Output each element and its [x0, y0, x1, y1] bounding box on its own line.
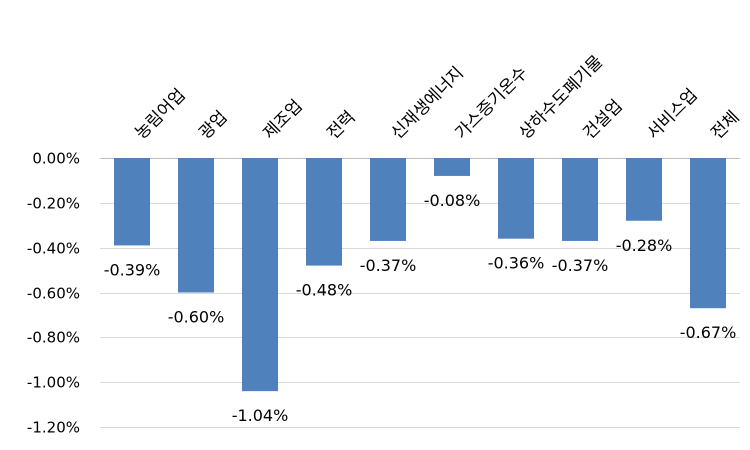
- category-label: 농림어업: [131, 85, 189, 143]
- bar: [498, 158, 534, 239]
- bar: [242, 158, 278, 392]
- y-tick-label: 0.00%: [32, 150, 80, 168]
- y-tick-label: -0.40%: [27, 240, 80, 258]
- bar: [178, 158, 214, 293]
- y-tick-label: -1.20%: [27, 419, 80, 437]
- data-label: -0.60%: [168, 308, 225, 327]
- category-label: 광업: [195, 107, 231, 143]
- bar: [690, 158, 726, 309]
- y-tick-label: -1.00%: [27, 374, 80, 392]
- data-label: -0.67%: [680, 323, 737, 342]
- category-label: 서비스업: [643, 85, 701, 143]
- category-label: 제조업: [259, 96, 306, 143]
- category-label: 건설업: [579, 96, 626, 143]
- category-label: 전체: [707, 107, 743, 143]
- y-tick-label: -0.20%: [27, 195, 80, 213]
- data-label: -0.48%: [296, 281, 353, 300]
- bar: [370, 158, 406, 241]
- bar: [434, 158, 470, 176]
- bars: [114, 158, 726, 392]
- bar: [562, 158, 598, 241]
- bar: [306, 158, 342, 266]
- y-axis-tick-labels: 0.00% -0.20% -0.40% -0.60% -0.80% -1.00% -1.20…: [27, 150, 80, 437]
- y-tick-label: -0.80%: [27, 329, 80, 347]
- data-label: -0.37%: [360, 256, 417, 275]
- data-labels: -0.39% -0.60% -1.04% -0.48% -0.37% -0.08% -0.3…: [104, 191, 737, 425]
- data-label: -0.36%: [488, 254, 545, 273]
- data-label: -0.37%: [552, 256, 609, 275]
- category-label: 전력: [323, 107, 359, 143]
- y-tick-label: -0.60%: [27, 285, 80, 303]
- bar: [114, 158, 150, 246]
- data-label: -0.28%: [616, 236, 673, 255]
- bar: [626, 158, 662, 221]
- data-label: -1.04%: [232, 406, 289, 425]
- data-label: -0.08%: [424, 191, 481, 210]
- data-label: -0.39%: [104, 260, 161, 279]
